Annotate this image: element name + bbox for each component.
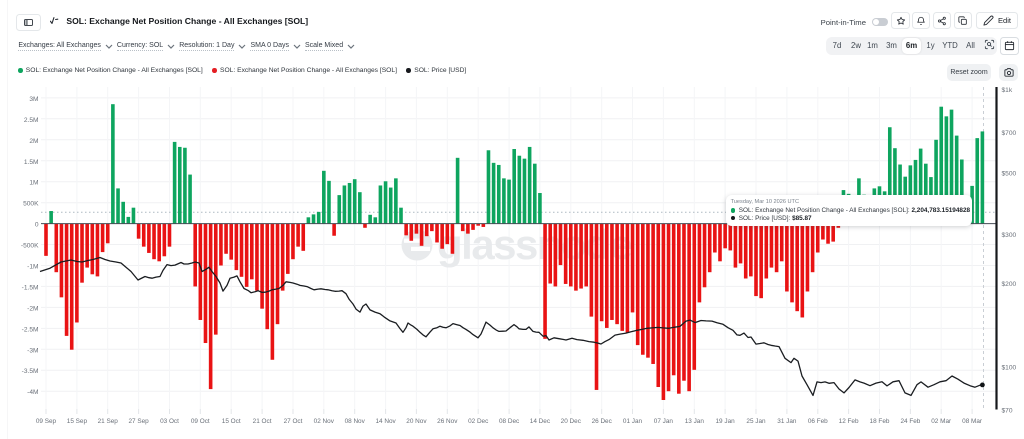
svg-text:$300: $300 xyxy=(1002,232,1017,239)
svg-text:-3M: -3M xyxy=(27,347,38,354)
svg-text:02 Mar: 02 Mar xyxy=(931,418,952,425)
svg-text:-1.5M: -1.5M xyxy=(22,284,39,291)
svg-text:14 Dec: 14 Dec xyxy=(530,418,551,425)
svg-text:02 Dec: 02 Dec xyxy=(468,418,489,425)
svg-text:1M: 1M xyxy=(29,180,38,187)
svg-text:13 Jan: 13 Jan xyxy=(685,418,705,425)
svg-text:$700: $700 xyxy=(1002,130,1017,137)
svg-text:26 Nov: 26 Nov xyxy=(437,418,458,425)
svg-text:15 Oct: 15 Oct xyxy=(222,418,241,425)
svg-text:12 Feb: 12 Feb xyxy=(839,418,859,425)
svg-text:02 Nov: 02 Nov xyxy=(314,418,335,425)
svg-text:21 Oct: 21 Oct xyxy=(253,418,272,425)
svg-text:-4M: -4M xyxy=(27,389,38,396)
svg-text:19 Jan: 19 Jan xyxy=(715,418,735,425)
svg-text:20 Dec: 20 Dec xyxy=(561,418,582,425)
svg-text:14 Nov: 14 Nov xyxy=(375,418,396,425)
svg-text:08 Nov: 08 Nov xyxy=(345,418,366,425)
svg-text:07 Jan: 07 Jan xyxy=(654,418,674,425)
svg-text:08 Dec: 08 Dec xyxy=(499,418,520,425)
svg-text:21 Sep: 21 Sep xyxy=(98,418,119,425)
svg-text:24 Feb: 24 Feb xyxy=(900,418,920,425)
svg-text:$1k: $1k xyxy=(1002,87,1013,94)
svg-text:$70: $70 xyxy=(1002,408,1013,415)
svg-text:06 Feb: 06 Feb xyxy=(808,418,828,425)
svg-text:2M: 2M xyxy=(29,138,38,145)
svg-text:$500: $500 xyxy=(1002,171,1017,178)
svg-text:3M: 3M xyxy=(29,96,38,103)
svg-text:20 Nov: 20 Nov xyxy=(406,418,427,425)
svg-text:27 Sep: 27 Sep xyxy=(128,418,149,425)
svg-text:18 Feb: 18 Feb xyxy=(870,418,890,425)
svg-text:1.5M: 1.5M xyxy=(24,159,39,166)
svg-text:-500K: -500K xyxy=(21,243,39,250)
svg-text:03 Oct: 03 Oct xyxy=(160,418,179,425)
svg-text:-2M: -2M xyxy=(27,305,38,312)
svg-text:08 Mar: 08 Mar xyxy=(962,418,983,425)
svg-text:0: 0 xyxy=(35,222,39,229)
svg-text:-3.5M: -3.5M xyxy=(22,368,39,375)
svg-text:$100: $100 xyxy=(1002,365,1017,372)
svg-text:01 Jan: 01 Jan xyxy=(623,418,643,425)
svg-text:-1M: -1M xyxy=(27,264,38,271)
svg-text:2.5M: 2.5M xyxy=(24,117,39,124)
svg-text:-2.5M: -2.5M xyxy=(22,326,39,333)
svg-text:31 Jan: 31 Jan xyxy=(777,418,797,425)
svg-text:25 Jan: 25 Jan xyxy=(746,418,766,425)
svg-text:500K: 500K xyxy=(23,201,39,208)
svg-text:27 Oct: 27 Oct xyxy=(284,418,303,425)
svg-text:$200: $200 xyxy=(1002,281,1017,288)
svg-text:09 Oct: 09 Oct xyxy=(191,418,210,425)
svg-text:15 Sep: 15 Sep xyxy=(67,418,88,425)
svg-text:09 Sep: 09 Sep xyxy=(36,418,57,425)
svg-text:26 Dec: 26 Dec xyxy=(592,418,613,425)
